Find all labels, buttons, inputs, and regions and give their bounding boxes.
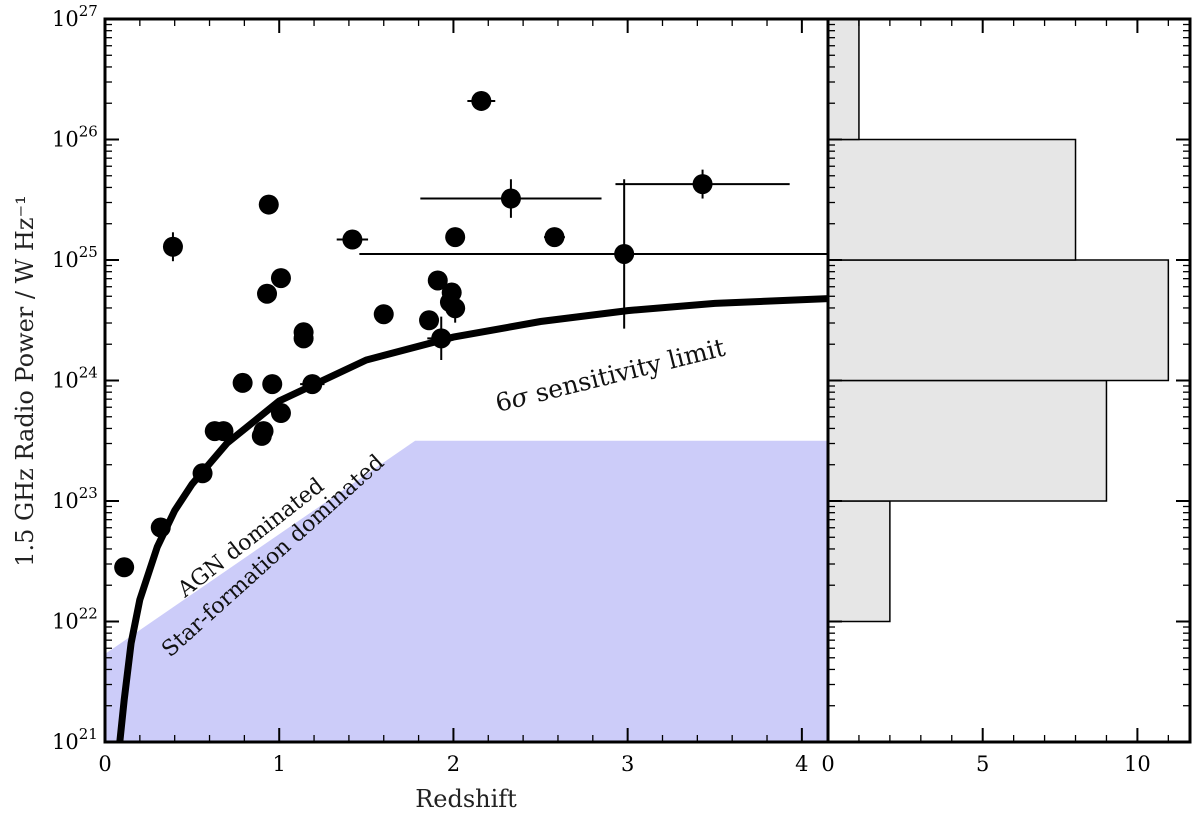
histogram-bar (827, 18, 860, 141)
sensitivity-limit-curve (116, 295, 828, 742)
x-tick-label: 3 (621, 752, 634, 776)
y-tick-label: 1022 (52, 605, 98, 634)
histogram-bar (827, 138, 1077, 261)
y-tick-base: 10 (52, 7, 79, 31)
y-tick-exponent: 27 (79, 2, 98, 20)
histogram-bar (827, 500, 891, 623)
x-tick-label: 4 (795, 752, 808, 776)
data-point (213, 421, 234, 442)
y-tick-exponent: 24 (79, 364, 98, 382)
y-tick-exponent: 25 (79, 243, 98, 261)
y-axis-title: 1.5 GHz Radio Power / W Hz⁻¹ (11, 195, 39, 567)
histogram-frame (826, 17, 1192, 744)
y-tick-base: 10 (52, 128, 79, 152)
y-tick-exponent: 26 (79, 123, 98, 141)
data-point (262, 374, 283, 395)
histogram-x-tick-labels: 0 5 10 (821, 752, 1150, 776)
y-tick-base: 10 (52, 248, 79, 272)
data-point (614, 243, 635, 264)
y-tick-label: 1023 (52, 484, 98, 513)
x-axis-title: Redshift (415, 785, 517, 813)
histogram-bar (827, 259, 1170, 382)
x-tick-label: 2 (447, 752, 460, 776)
data-points (114, 90, 828, 578)
y-tick-label: 1021 (52, 725, 98, 754)
sensitivity-limit-label-suffix: sensitivity limit (524, 333, 728, 410)
y-tick-base: 10 (52, 730, 79, 754)
histogram-x-tick-label: 5 (976, 752, 989, 776)
sensitivity-limit-label: 6σ sensitivity limit (492, 333, 728, 418)
data-point (293, 328, 314, 349)
histogram-bar (827, 379, 1108, 502)
data-point (232, 372, 253, 393)
x-tick-labels: 0 1 2 3 4 (98, 752, 808, 776)
data-point (441, 282, 462, 303)
data-point (419, 310, 440, 331)
x-tick-label: 1 (273, 752, 286, 776)
y-tick-exponent: 22 (79, 605, 98, 623)
y-tick-base: 10 (52, 369, 79, 393)
y-tick-label: 1026 (52, 123, 98, 152)
data-point (445, 227, 466, 248)
data-point (427, 270, 448, 291)
data-point (500, 188, 521, 209)
data-point (431, 328, 452, 349)
data-point (257, 283, 278, 304)
y-tick-base: 10 (52, 489, 79, 513)
data-point (162, 236, 183, 257)
y-tick-exponent: 21 (79, 725, 98, 743)
histogram-x-tick-label: 10 (1124, 752, 1151, 776)
data-point (258, 194, 279, 215)
data-point (373, 304, 394, 325)
data-point (692, 174, 713, 195)
y-tick-exponent: 23 (79, 484, 98, 502)
data-point (192, 463, 213, 484)
data-point (544, 227, 565, 248)
star-formation-region (105, 440, 828, 742)
data-point (270, 268, 291, 289)
data-point (471, 90, 492, 111)
y-tick-base: 10 (52, 610, 79, 634)
y-tick-label: 1025 (52, 243, 98, 272)
x-tick-label: 0 (98, 752, 111, 776)
sensitivity-limit-label-prefix: 6 (492, 386, 514, 418)
data-point (253, 421, 274, 442)
y-tick-label: 1024 (52, 364, 98, 393)
data-point (150, 517, 171, 538)
histogram-bars (827, 18, 1170, 623)
y-tick-label: 1027 (52, 2, 98, 31)
data-point (270, 403, 291, 424)
data-point (445, 298, 466, 319)
data-point (342, 229, 363, 250)
histogram-x-tick-label: 0 (821, 752, 834, 776)
data-point (302, 374, 323, 395)
data-point (114, 557, 135, 578)
